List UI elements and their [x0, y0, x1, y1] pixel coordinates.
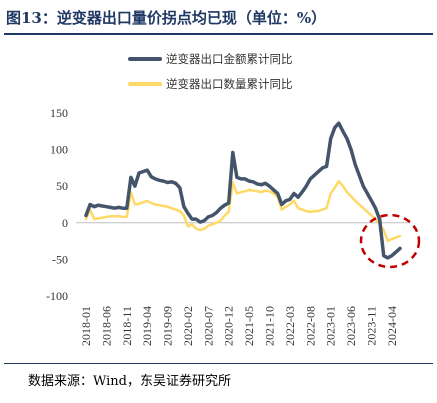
x-tick-label: 2021-05 — [242, 306, 256, 346]
x-tick-label: 2018-01 — [79, 306, 93, 346]
y-axis: 150 100 50 0 -50 -100 — [46, 106, 68, 303]
x-tick-label: 2022-03 — [283, 306, 297, 346]
x-tick-label: 2018-06 — [99, 306, 113, 346]
series-line-export-value — [84, 121, 402, 260]
series-line-export-quantity — [84, 179, 402, 243]
x-tick-label: 2022-08 — [303, 306, 317, 346]
x-tick-label: 2023-11 — [364, 306, 378, 346]
bottom-rule — [4, 363, 433, 364]
highlight-ellipse — [359, 213, 421, 269]
legend: 逆变器出口金额累计同比 逆变器出口数量累计同比 — [128, 52, 293, 91]
data-source: 数据来源：Wind，东吴证券研究所 — [28, 374, 231, 389]
x-axis: 2018-01 2018-06 2018-11 2019-04 2019-09 2020-… — [79, 306, 399, 346]
x-tick-label: 2019-04 — [140, 306, 154, 346]
y-tick-label: 100 — [50, 143, 68, 157]
x-tick-label: 2023-06 — [344, 306, 358, 346]
x-tick-label: 2019-09 — [161, 306, 175, 346]
x-tick-label: 2020-02 — [181, 306, 195, 346]
y-tick-label: -100 — [46, 289, 68, 303]
x-tick-label: 2023-01 — [324, 306, 338, 346]
y-tick-label: 50 — [56, 179, 68, 193]
x-tick-label: 2020-07 — [201, 306, 215, 346]
top-rule — [4, 33, 433, 35]
legend-label-export-value: 逆变器出口金额累计同比 — [166, 52, 293, 66]
x-tick-label: 2018-11 — [120, 306, 134, 346]
figure-title: 图13：逆变器出口量价拐点均已现（单位：%） — [6, 9, 327, 27]
series-lines — [84, 121, 402, 260]
y-tick-label: -50 — [52, 252, 68, 266]
x-tick-label: 2021-10 — [263, 306, 277, 346]
x-tick-label: 2020-12 — [222, 306, 236, 346]
legend-label-export-quantity: 逆变器出口数量累计同比 — [166, 77, 293, 91]
y-tick-label: 150 — [50, 106, 68, 120]
x-tick-label: 2024-04 — [385, 306, 399, 346]
y-tick-label: 0 — [62, 216, 68, 230]
